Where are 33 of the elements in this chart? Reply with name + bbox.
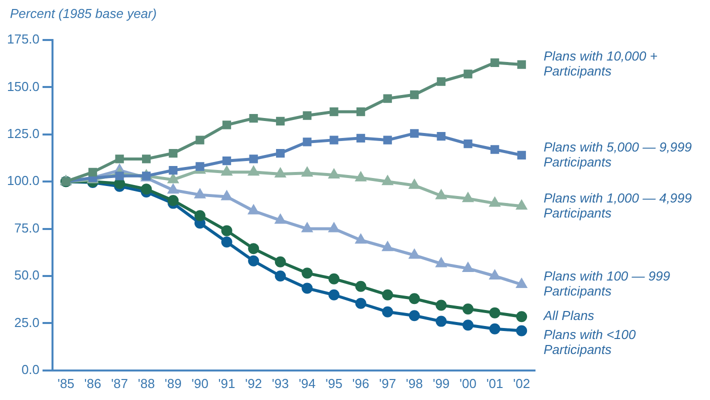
series-label: Plans with 10,000 + Participants (544, 48, 658, 79)
x-tick-label: '02 (513, 376, 530, 391)
x-tick-label: '91 (218, 376, 236, 391)
x-tick-label: '87 (111, 376, 128, 391)
series-label: All Plans (542, 308, 595, 324)
y-tick-label: 0.0 (21, 362, 40, 377)
y-tick-label: 50.0 (14, 268, 40, 283)
x-tick-label: '96 (352, 376, 370, 391)
y-tick-label: 25.0 (14, 314, 40, 330)
series-label: Plans with 100 — 999 Participants (544, 268, 670, 299)
x-tick-label: '97 (379, 376, 396, 391)
x-tick-label: '00 (460, 376, 476, 391)
y-tick-label: 175.0 (6, 32, 40, 47)
y-axis-title: Percent (1985 base year) (10, 6, 157, 21)
x-tick-label: '89 (164, 376, 182, 391)
x-tick-label: '85 (57, 376, 74, 391)
series-label: Plans with <100 Participants (544, 327, 637, 358)
x-tick-label: '94 (298, 376, 316, 391)
y-tick-label: 75.0 (14, 220, 40, 236)
x-tick-label: '86 (84, 376, 102, 391)
y-tick-label: 125.0 (6, 126, 40, 141)
x-tick-label: '92 (245, 376, 262, 391)
x-tick-label: '88 (138, 376, 155, 391)
x-tick-label: '90 (191, 376, 208, 391)
x-tick-label: '95 (325, 376, 342, 391)
series-label: Plans with 1,000 — 4,999 Participants (544, 190, 692, 220)
x-tick-label: '99 (432, 376, 450, 391)
series-label: Plans with 5,000 — 9,999 Participants (544, 139, 692, 170)
x-tick-label: '98 (406, 376, 423, 391)
y-tick-label: 100.0 (6, 173, 40, 188)
x-tick-label: '01 (486, 376, 504, 391)
y-tick-label: 150.0 (6, 78, 40, 94)
x-tick-label: '93 (272, 376, 289, 391)
